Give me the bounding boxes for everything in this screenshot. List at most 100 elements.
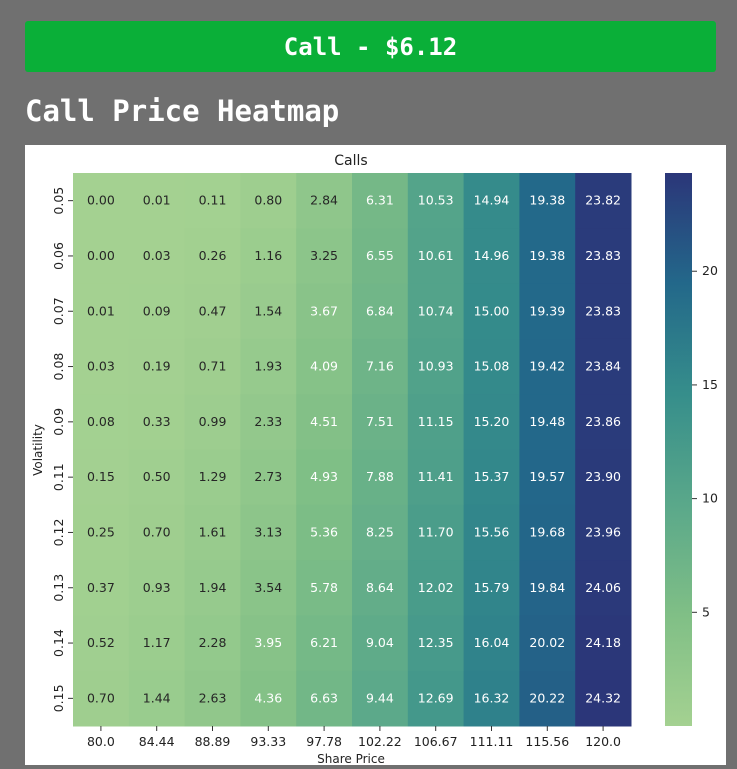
- heatmap-cell-label: 0.50: [143, 469, 171, 484]
- heatmap-cell: [184, 394, 241, 450]
- heatmap-cell-label: 19.48: [529, 414, 565, 429]
- heatmap-cell: [240, 338, 297, 395]
- heatmap-cell: [463, 670, 520, 727]
- heatmap-cell-label: 2.28: [199, 635, 227, 650]
- heatmap-cell-label: 16.32: [474, 690, 510, 705]
- heatmap-cell: [73, 449, 130, 506]
- x-tick-label: 102.22: [358, 734, 402, 749]
- heatmap-cell: [519, 338, 576, 395]
- heatmap-cell-label: 4.36: [254, 690, 282, 705]
- heatmap-cell-label: 19.38: [529, 248, 565, 263]
- heatmap-cell-label: 2.33: [254, 414, 282, 429]
- heatmap-cell-label: 1.29: [199, 469, 227, 484]
- heatmap-cell: [519, 504, 576, 561]
- heatmap-cell-label: 3.95: [254, 635, 282, 650]
- heatmap-cells: [73, 173, 632, 727]
- heatmap-cell: [73, 228, 130, 285]
- heatmap-cell-label: 0.01: [143, 193, 171, 208]
- heatmap-cell-label: 19.38: [529, 193, 565, 208]
- heatmap-cell-label: 8.64: [366, 580, 394, 595]
- heatmap-cell: [73, 338, 130, 395]
- chart-title: Calls: [334, 153, 367, 169]
- heatmap-cell-label: 0.71: [199, 359, 227, 374]
- x-tick-label: 111.11: [470, 734, 514, 749]
- heatmap-cell-label: 9.04: [366, 635, 394, 650]
- heatmap-cell-label: 19.57: [529, 469, 565, 484]
- heatmap-cell-label: 11.41: [418, 469, 454, 484]
- heatmap-cell-label: 0.00: [87, 248, 115, 263]
- heatmap-cell-label: 6.63: [310, 690, 338, 705]
- x-axis-ticks: 80.0 84.44 88.89 93.33 97.78 102.22 106.67 111.…: [87, 726, 621, 749]
- heatmap-cell-label: 0.11: [199, 193, 227, 208]
- heatmap-cell: [128, 338, 186, 395]
- heatmap-cell-label: 15.20: [474, 414, 510, 429]
- colorbar-tick-label: 15: [702, 377, 718, 392]
- heatmap-cell: [296, 394, 353, 450]
- heatmap-cell: [296, 504, 353, 561]
- heatmap-cell-label: 14.94: [474, 193, 510, 208]
- heatmap-cell: [296, 615, 353, 672]
- heatmap-cell-label: 23.84: [585, 359, 621, 374]
- heatmap-cell: [407, 670, 465, 727]
- heatmap-cell-label: 10.61: [418, 248, 454, 263]
- heatmap-cell: [407, 173, 465, 229]
- heatmap-cell-label: 0.93: [143, 580, 171, 595]
- heatmap-cell: [240, 615, 297, 672]
- heatmap-cell-label: 10.93: [418, 359, 454, 374]
- heatmap-cell: [296, 670, 353, 727]
- heatmap-cell-label: 0.19: [143, 359, 171, 374]
- heatmap-cell: [575, 449, 632, 506]
- heatmap-cell: [519, 173, 576, 229]
- colorbar-ticks: 5 10 15 20: [692, 263, 718, 619]
- colorbar: [665, 173, 692, 726]
- heatmap-cell: [519, 283, 576, 340]
- heatmap-cell-label: 15.79: [474, 580, 510, 595]
- heatmap-cell-label: 2.63: [199, 690, 227, 705]
- heatmap-cell: [184, 449, 241, 506]
- heatmap-cell: [240, 670, 297, 727]
- heatmap-cell: [73, 560, 130, 616]
- heatmap-cell: [407, 504, 465, 561]
- heatmap-cell: [128, 560, 186, 616]
- heatmap-cell: [128, 615, 186, 672]
- x-tick-label: 106.67: [414, 734, 458, 749]
- heatmap-cell-label: 24.06: [585, 580, 621, 595]
- y-tick-label: 0.05: [51, 187, 66, 215]
- y-tick-label: 0.09: [51, 408, 66, 436]
- heatmap-cell: [240, 283, 297, 340]
- heatmap-cell-label: 12.02: [418, 580, 454, 595]
- y-axis-ticks: 0.05 0.06 0.07 0.08 0.09 0.11 0.12 0.13 0.14 0.15: [51, 187, 73, 712]
- heatmap-chart-panel: Calls 0.00 0.01 0.11 0.80 2.84 6.31 10.53 14.94…: [25, 145, 726, 766]
- heatmap-cell-label: 23.90: [585, 469, 621, 484]
- heatmap-cell: [352, 228, 409, 285]
- heatmap-cell-label: 11.70: [418, 524, 454, 539]
- heatmap-cell-label: 12.69: [418, 690, 454, 705]
- heatmap-cell-label: 0.03: [143, 248, 171, 263]
- heatmap-cell: [240, 394, 297, 450]
- heatmap-cell: [575, 560, 632, 616]
- heatmap-cell: [240, 560, 297, 616]
- heatmap-cell: [463, 449, 520, 506]
- heatmap-cell-label: 0.80: [254, 193, 282, 208]
- heatmap-cell: [184, 615, 241, 672]
- heatmap-cell: [407, 615, 465, 672]
- heatmap-cell-label: 0.00: [87, 193, 115, 208]
- heatmap-cell-label: 0.70: [87, 690, 115, 705]
- heatmap-cell-label: 0.52: [87, 635, 115, 650]
- heatmap-cell-label: 24.18: [585, 635, 621, 650]
- heatmap-cell-label: 23.83: [585, 248, 621, 263]
- heatmap-cell-label: 0.26: [199, 248, 227, 263]
- heatmap-cell: [352, 560, 409, 616]
- heatmap-cell-label: 8.25: [366, 524, 394, 539]
- heatmap-cell: [73, 670, 130, 727]
- heatmap-cell-label: 6.21: [310, 635, 338, 650]
- heatmap-cell-label: 0.33: [143, 414, 171, 429]
- heatmap-cell: [73, 504, 130, 561]
- heatmap-cell-label: 1.16: [254, 248, 282, 263]
- heatmap-cell: [519, 228, 576, 285]
- heatmap-cell-label: 1.93: [254, 359, 282, 374]
- heatmap-cell: [352, 283, 409, 340]
- heatmap-cell: [184, 228, 241, 285]
- y-tick-label: 0.15: [51, 684, 66, 712]
- heatmap-cell-label: 24.32: [585, 690, 621, 705]
